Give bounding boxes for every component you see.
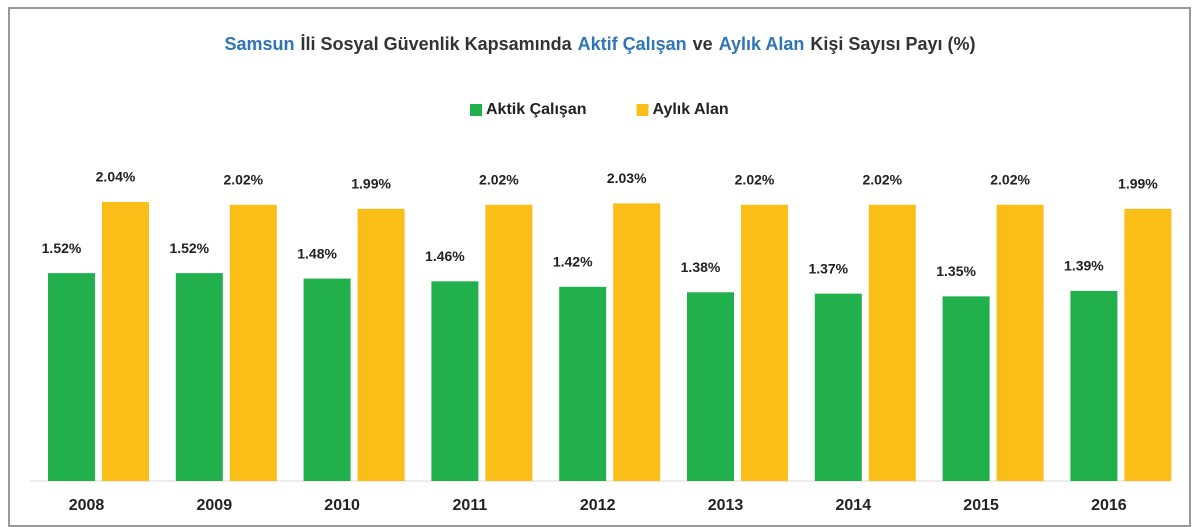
- data-label: 1.38%: [681, 259, 721, 275]
- data-label: 2.02%: [862, 171, 902, 187]
- data-label: 1.42%: [553, 253, 593, 269]
- x-tick-label: 2015: [963, 497, 999, 514]
- x-tick-label: 2012: [580, 497, 616, 514]
- bar: [1124, 208, 1172, 481]
- title-part: Aylık Alan: [719, 34, 805, 54]
- bar: [687, 292, 734, 481]
- bar: [303, 278, 351, 481]
- bar: [102, 202, 149, 481]
- data-label: 1.52%: [169, 240, 209, 256]
- legend-label: Aktik Çalışan: [486, 101, 586, 118]
- bar: [868, 204, 916, 481]
- bar: [48, 273, 95, 481]
- x-tick-label: 2013: [708, 497, 744, 514]
- data-label: 1.48%: [297, 245, 337, 261]
- x-tick-label: 2008: [69, 497, 105, 514]
- title-part: İli Sosyal Güvenlik Kapsamında: [301, 34, 573, 54]
- legend-label: Aylık Alan: [652, 101, 728, 118]
- x-tick-label: 2014: [836, 497, 872, 514]
- data-label: 2.02%: [223, 171, 263, 187]
- data-label: 2.03%: [607, 170, 647, 186]
- title-part: Samsun: [225, 34, 295, 54]
- bar: [814, 293, 862, 481]
- x-tick-label: 2016: [1091, 497, 1127, 514]
- data-label: 1.39%: [1064, 258, 1104, 274]
- data-label: 2.02%: [479, 171, 519, 187]
- data-label: 2.02%: [990, 171, 1030, 187]
- bar: [559, 286, 607, 481]
- bar: [357, 208, 405, 481]
- data-label: 1.46%: [425, 248, 465, 264]
- x-tick-label: 2009: [197, 497, 233, 514]
- bar: [996, 204, 1044, 481]
- bar: [741, 204, 788, 481]
- data-label: 1.99%: [351, 176, 391, 192]
- data-label: 1.52%: [42, 240, 82, 256]
- data-label: 2.04%: [96, 169, 136, 185]
- bar: [229, 204, 277, 481]
- title-part: ve: [693, 34, 713, 54]
- bar: [175, 273, 223, 481]
- data-label: 1.99%: [1118, 176, 1158, 192]
- bar: [1070, 290, 1118, 481]
- data-label: 2.02%: [735, 171, 775, 187]
- data-label: 1.37%: [808, 260, 848, 276]
- title-part: Kişi Sayısı Payı (%): [810, 34, 975, 54]
- x-tick-label: 2011: [453, 497, 488, 514]
- bar: [485, 204, 533, 481]
- title-part: Aktif Çalışan: [578, 34, 687, 54]
- x-tick-label: 2010: [324, 497, 360, 514]
- data-label: 1.35%: [936, 263, 976, 279]
- chart-title: Samsun İli Sosyal Güvenlik Kapsamında Akti…: [225, 34, 976, 54]
- legend-swatch: [470, 104, 482, 116]
- bar: [431, 281, 479, 481]
- legend-swatch: [636, 104, 649, 116]
- bar: [613, 203, 661, 481]
- bar: [942, 296, 990, 481]
